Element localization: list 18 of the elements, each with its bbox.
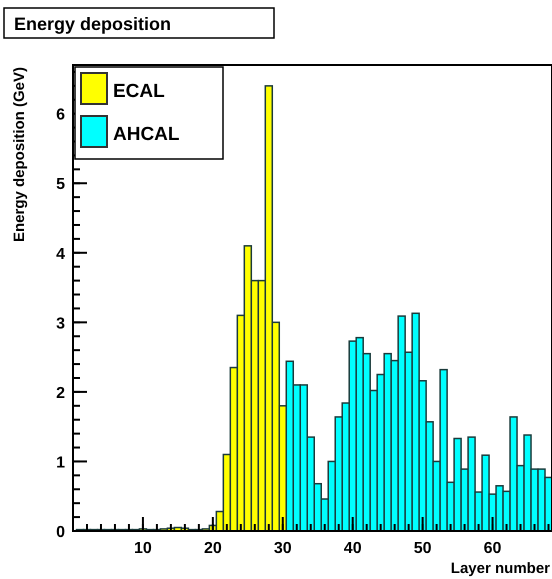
y-tick-label: 4: [56, 246, 66, 263]
y-axis-title: Energy deposition (GeV): [11, 67, 28, 242]
x-tick-label: 40: [344, 540, 362, 557]
chart-title: Energy deposition: [14, 14, 172, 34]
y-tick-label: 6: [56, 106, 66, 124]
x-axis-title: Layer number: [450, 560, 550, 577]
x-tick-label: 30: [274, 540, 292, 557]
y-tick-label: 2: [56, 384, 66, 402]
legend-label: AHCAL: [113, 124, 180, 145]
x-tick-label: 60: [484, 540, 502, 557]
x-tick-label: 50: [414, 540, 432, 557]
x-tick-label: 10: [134, 540, 152, 557]
x-tick-label: 20: [204, 540, 222, 557]
y-tick-label: 3: [56, 315, 66, 332]
legend-label: ECAL: [113, 81, 166, 102]
y-tick-label: 0: [56, 524, 66, 541]
y-tick-label: 1: [56, 454, 66, 472]
y-tick-label: 5: [56, 176, 66, 194]
